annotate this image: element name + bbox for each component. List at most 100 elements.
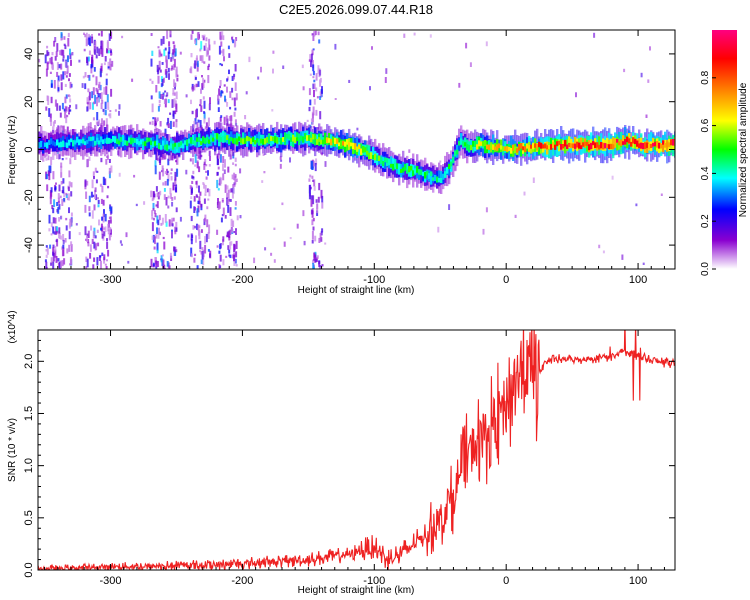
- ridge-mark: [594, 142, 597, 149]
- ridge-mark: [170, 143, 173, 149]
- ridge-mark: [40, 140, 43, 148]
- noise-mark: [199, 48, 202, 52]
- noise-mark: [158, 60, 161, 69]
- noise-mark: [156, 215, 159, 224]
- ridge-mark: [430, 173, 433, 185]
- speckle-mark: [282, 65, 285, 69]
- noise-mark: [312, 76, 315, 79]
- y-tick-label: 20: [23, 96, 35, 108]
- ridge-mark: [42, 142, 45, 149]
- noise-mark: [160, 38, 163, 46]
- noise-mark: [45, 254, 48, 258]
- noise-mark: [58, 231, 60, 239]
- speckle-mark: [385, 68, 388, 74]
- speckle-mark: [50, 257, 53, 264]
- noise-mark: [205, 37, 208, 42]
- noise-mark: [150, 58, 153, 67]
- ridge-mark: [390, 163, 393, 168]
- noise-mark: [101, 252, 104, 256]
- noise-mark: [55, 256, 58, 263]
- ridge-mark: [152, 141, 155, 148]
- ridge-mark: [416, 170, 419, 179]
- ridge-mark: [570, 143, 573, 148]
- speckle-mark: [458, 82, 461, 88]
- noise-mark: [166, 168, 168, 176]
- noise-mark: [52, 253, 55, 262]
- noise-mark: [169, 193, 172, 199]
- noise-mark: [88, 33, 90, 41]
- ridge-mark: [160, 139, 163, 151]
- noise-mark: [228, 115, 231, 121]
- noise-mark: [199, 191, 202, 196]
- noise-mark: [311, 60, 314, 69]
- speckle-mark: [312, 179, 314, 182]
- speckle-mark: [118, 104, 121, 110]
- noise-mark: [48, 214, 51, 224]
- ridge-mark: [630, 141, 633, 147]
- colorbar-ticks: 0.0 0.2 0.4 0.6 0.8: [700, 70, 716, 276]
- speckle-mark: [166, 124, 169, 127]
- ridge-mark: [612, 137, 615, 150]
- noise-mark: [196, 195, 199, 198]
- noise-mark: [101, 40, 104, 49]
- ridge-mark: [50, 138, 53, 145]
- noise-mark: [103, 112, 106, 115]
- ridge-mark: [426, 171, 429, 176]
- noise-mark: [314, 254, 317, 263]
- ridge-mark: [218, 135, 221, 142]
- ridge-mark: [430, 171, 433, 177]
- speckle-mark: [262, 153, 265, 156]
- ridge-mark: [192, 140, 195, 144]
- speckle-mark: [356, 127, 359, 131]
- ridge-mark: [290, 137, 293, 142]
- noise-mark: [110, 50, 112, 53]
- speckle-mark: [314, 258, 317, 263]
- noise-mark: [94, 46, 96, 55]
- speckle-mark: [575, 92, 577, 98]
- noise-mark: [57, 258, 60, 262]
- noise-mark: [93, 204, 96, 211]
- noise-mark: [233, 259, 236, 266]
- ridge-mark: [398, 163, 401, 171]
- ridge-mark: [370, 152, 373, 159]
- ridge-mark: [368, 145, 371, 158]
- noise-mark: [68, 231, 71, 240]
- ridge-mark: [58, 142, 61, 148]
- noise-mark: [318, 261, 321, 267]
- noise-mark: [159, 121, 162, 127]
- y-tick-label: -20: [23, 189, 35, 205]
- noise-mark: [166, 122, 169, 126]
- speckle-mark: [118, 110, 120, 116]
- noise-mark: [200, 105, 203, 112]
- noise-mark: [91, 179, 94, 189]
- noise-mark: [175, 69, 178, 78]
- ridge-mark: [616, 139, 619, 143]
- ridge-mark: [200, 141, 203, 145]
- ridge-mark: [660, 143, 663, 149]
- noise-mark: [174, 187, 177, 192]
- speckle-mark: [371, 46, 373, 50]
- noise-mark: [193, 120, 196, 128]
- noise-mark: [207, 50, 209, 55]
- noise-mark: [99, 183, 102, 187]
- noise-mark: [68, 78, 70, 82]
- noise-mark: [312, 64, 315, 72]
- ridge-mark: [578, 142, 581, 149]
- ridge-mark: [440, 171, 443, 181]
- noise-mark: [152, 234, 155, 243]
- noise-mark: [54, 56, 57, 61]
- ridge-mark: [126, 134, 129, 143]
- ridge-mark: [404, 163, 407, 171]
- noise-mark: [102, 199, 105, 206]
- ridge-mark: [556, 141, 559, 147]
- noise-mark: [89, 37, 92, 47]
- noise-mark: [69, 109, 72, 112]
- ridge-mark: [520, 143, 523, 149]
- noise-mark: [232, 187, 235, 195]
- noise-mark: [160, 255, 163, 263]
- noise-mark: [84, 34, 87, 38]
- noise-mark: [221, 31, 224, 40]
- noise-mark: [198, 185, 200, 193]
- speckle-mark: [185, 169, 188, 175]
- ridge-mark: [574, 143, 577, 149]
